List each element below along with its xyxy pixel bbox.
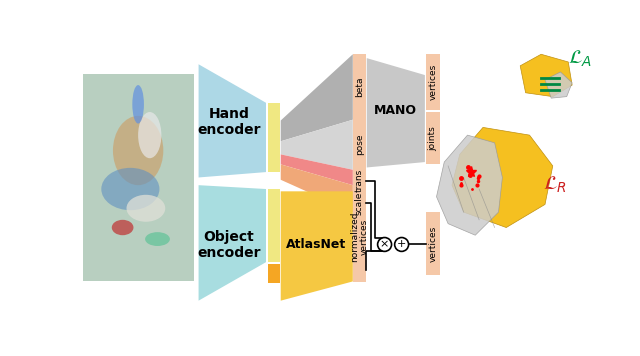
Text: joints: joints: [429, 126, 438, 151]
Bar: [83, 74, 194, 282]
Text: MANO: MANO: [374, 104, 417, 117]
Bar: [268, 189, 280, 262]
Text: +: +: [397, 240, 406, 250]
Text: $\mathcal{L}_A$: $\mathcal{L}_A$: [568, 49, 593, 69]
Text: AtlasNet: AtlasNet: [286, 238, 346, 251]
Circle shape: [378, 237, 392, 251]
Ellipse shape: [145, 232, 170, 246]
Polygon shape: [198, 64, 266, 178]
Ellipse shape: [138, 112, 161, 158]
Polygon shape: [436, 135, 502, 235]
Polygon shape: [545, 72, 572, 98]
Text: Hand
encoder: Hand encoder: [197, 107, 260, 137]
Polygon shape: [452, 127, 553, 227]
Ellipse shape: [101, 168, 159, 210]
Bar: [353, 191, 366, 282]
Bar: [353, 54, 366, 120]
Ellipse shape: [127, 195, 165, 222]
Polygon shape: [281, 120, 353, 170]
Polygon shape: [281, 164, 353, 212]
Bar: [353, 170, 366, 191]
Bar: [353, 120, 366, 170]
Text: vertices: vertices: [429, 64, 438, 100]
Circle shape: [395, 237, 408, 251]
Bar: [268, 265, 280, 283]
Polygon shape: [281, 155, 353, 185]
Polygon shape: [198, 185, 266, 301]
Bar: [426, 54, 440, 110]
Ellipse shape: [113, 116, 163, 185]
Text: $\mathcal{L}_R$: $\mathcal{L}_R$: [543, 175, 567, 195]
Text: beta: beta: [355, 77, 364, 97]
Text: pose: pose: [355, 134, 364, 156]
Bar: [353, 191, 366, 214]
Text: normalized
vertices: normalized vertices: [349, 211, 369, 262]
Bar: [426, 212, 440, 275]
Ellipse shape: [112, 220, 134, 235]
Text: Object
encoder: Object encoder: [197, 230, 260, 260]
Bar: [426, 112, 440, 164]
Text: vertices: vertices: [429, 226, 438, 262]
Polygon shape: [520, 54, 572, 96]
Polygon shape: [367, 58, 425, 167]
Bar: [268, 103, 280, 172]
Polygon shape: [281, 54, 353, 141]
Ellipse shape: [132, 85, 144, 124]
Text: trans: trans: [355, 169, 364, 192]
Polygon shape: [281, 191, 353, 301]
Text: scale: scale: [355, 191, 364, 215]
Text: ×: ×: [380, 240, 389, 250]
